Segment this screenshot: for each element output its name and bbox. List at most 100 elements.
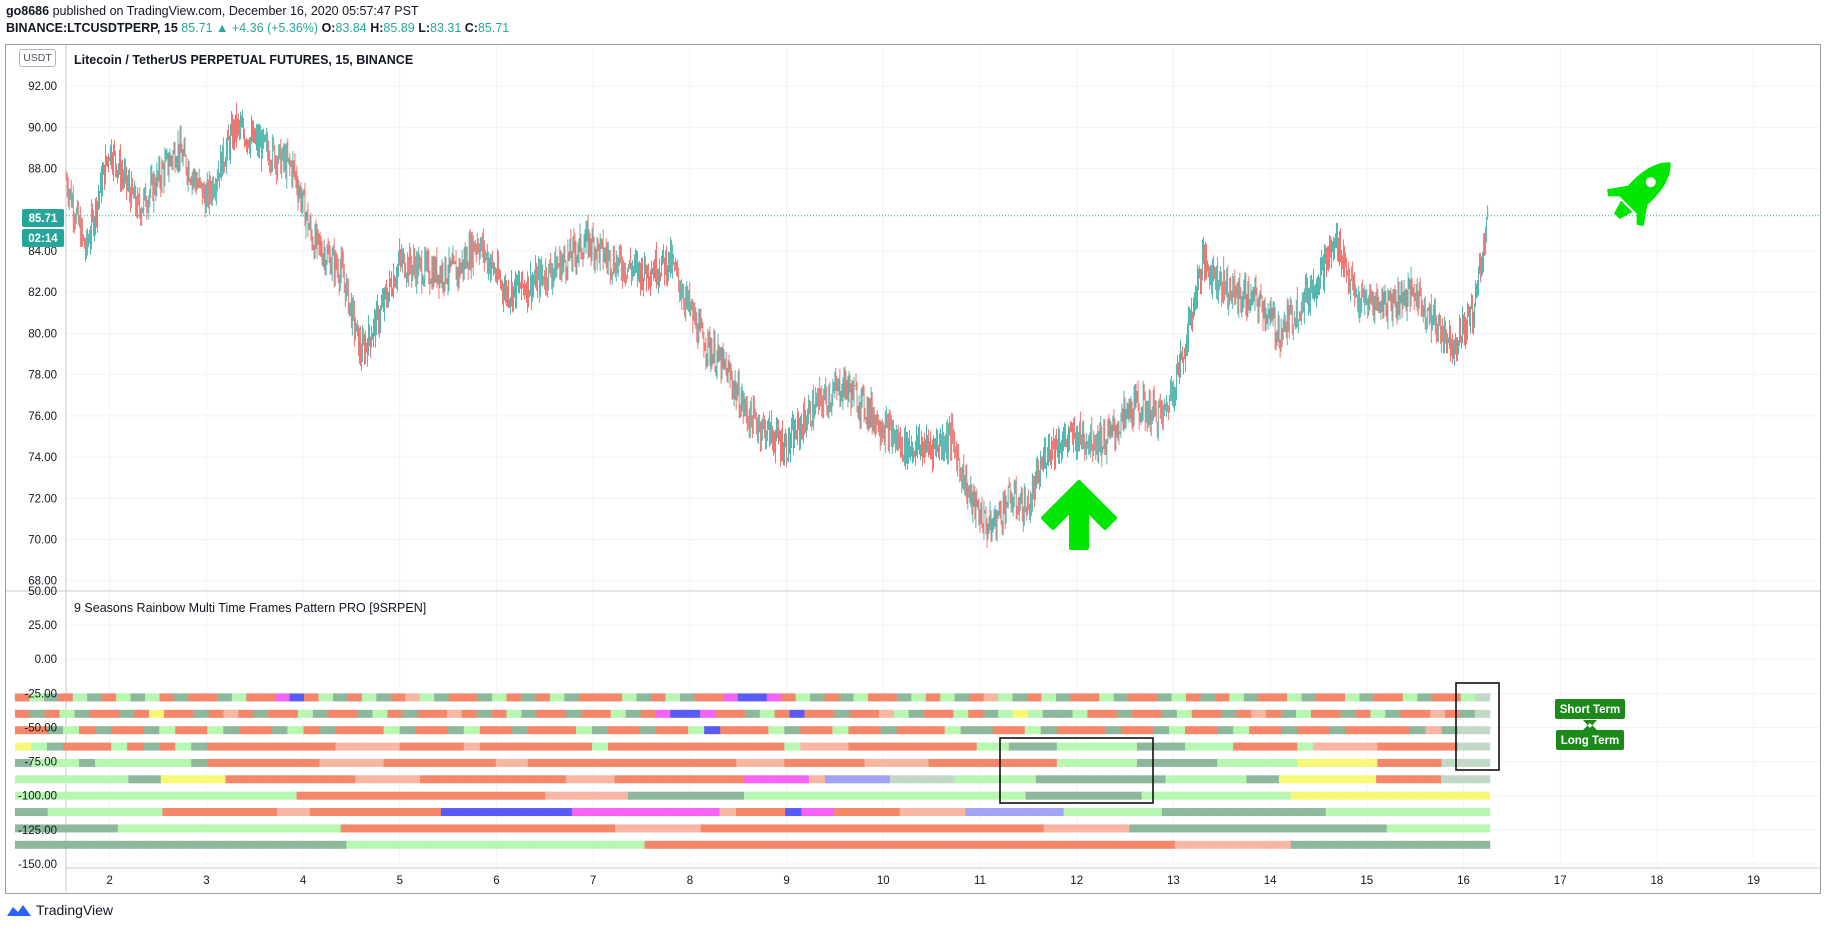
heat-cell [793, 791, 811, 800]
heat-cell [1313, 742, 1330, 751]
heat-cell [1444, 709, 1461, 718]
heat-cell [925, 693, 941, 702]
heat-cell [1058, 840, 1076, 849]
heat-cell [231, 693, 247, 702]
publish-line: published on TradingView.com, December 1… [52, 4, 419, 18]
heat-cell [1014, 808, 1032, 817]
heat-cell [1169, 758, 1186, 767]
heat-cell [1424, 808, 1442, 817]
price-tag-text: 85.71 [29, 213, 58, 225]
heat-cell [375, 808, 393, 817]
heat-cell [319, 758, 337, 767]
heat-cell [417, 709, 433, 718]
heat-cell [926, 791, 944, 800]
heat-cell [1171, 693, 1187, 702]
heat-cell [1129, 824, 1148, 833]
heat-cell [969, 693, 985, 702]
heat-cell [346, 840, 364, 849]
heat-cell [79, 742, 96, 751]
heat-cell [608, 758, 625, 767]
heat-cell [834, 808, 852, 817]
heat-cell [357, 709, 374, 718]
heat-cell [230, 840, 248, 849]
heat-cell [1373, 840, 1391, 849]
heat-cell [1165, 775, 1183, 784]
heat-cell [1358, 808, 1376, 817]
heat-cell [651, 693, 667, 702]
heat-cell [1215, 824, 1233, 833]
heat-cell [104, 709, 120, 718]
footer-brand[interactable]: TradingView [6, 902, 113, 918]
heat-cell [1152, 726, 1170, 735]
heat-cell [1376, 775, 1393, 784]
heat-cell [867, 693, 883, 702]
heat-cell [14, 693, 30, 702]
heat-cell [1369, 824, 1388, 833]
change-up-icon: ▲ [216, 21, 229, 35]
heat-cell [148, 709, 165, 718]
heat-cell [203, 824, 222, 833]
heat-cell [217, 693, 233, 702]
heat-cell [1393, 742, 1411, 751]
heat-cell [670, 709, 686, 718]
time-tick-label: 2 [106, 875, 112, 887]
high-label: H: [370, 21, 384, 35]
heat-cell [208, 709, 225, 718]
heat-cell [1357, 791, 1375, 800]
heat-cell [322, 775, 340, 784]
heat-cell [81, 840, 99, 849]
heat-cell [628, 840, 646, 849]
heat-cell [383, 758, 401, 767]
heat-cell [134, 709, 150, 718]
heat-cell [832, 758, 850, 767]
heat-cell [1211, 808, 1229, 817]
heat-cell [1473, 808, 1491, 817]
time-tick-label: 10 [877, 875, 890, 887]
heat-cell [896, 742, 914, 751]
heat-cell [58, 693, 74, 702]
heat-cell [857, 775, 875, 784]
heat-cell [1191, 709, 1208, 718]
heat-cell [1178, 808, 1196, 817]
heat-cell [926, 840, 944, 849]
heat-cell [81, 791, 99, 800]
heat-cell [1330, 693, 1346, 702]
heat-cell [399, 726, 417, 735]
heat-cell [666, 824, 685, 833]
heat-cell [323, 824, 342, 833]
heat-cell [1249, 742, 1266, 751]
heat-cell [415, 758, 433, 767]
heat-cell [1108, 791, 1126, 800]
heat-cell [1246, 775, 1264, 784]
heat-cell [1295, 709, 1312, 718]
heat-cell [1266, 709, 1282, 718]
heat-cell [1104, 758, 1122, 767]
author-name[interactable]: go8686 [6, 4, 50, 18]
heat-cell [1283, 824, 1302, 833]
heat-cell [1035, 775, 1053, 784]
heat-cell [1473, 742, 1491, 751]
currency-badge[interactable]: USDT [19, 49, 56, 67]
heat-cell [819, 709, 835, 718]
heat-cell [672, 758, 689, 767]
price-tick-label: 68.00 [28, 576, 57, 588]
low-value: 83.31 [430, 21, 462, 35]
heat-cell [839, 693, 855, 702]
heat-cell [760, 840, 778, 849]
heat-cell [327, 709, 344, 718]
heat-cell [1281, 726, 1298, 735]
heat-cell [275, 693, 291, 702]
heat-cell [375, 824, 393, 833]
heat-cell [825, 775, 843, 784]
heat-cell [351, 742, 369, 751]
heat-cell [578, 791, 596, 800]
heat-cell [1043, 824, 1062, 833]
heat-cell [492, 693, 508, 702]
heat-cell [1325, 709, 1342, 718]
heat-cell [793, 840, 811, 849]
heat-cell [462, 791, 480, 800]
heat-cell [431, 742, 449, 751]
heat-cell [1040, 742, 1058, 751]
heat-cell [318, 693, 334, 702]
